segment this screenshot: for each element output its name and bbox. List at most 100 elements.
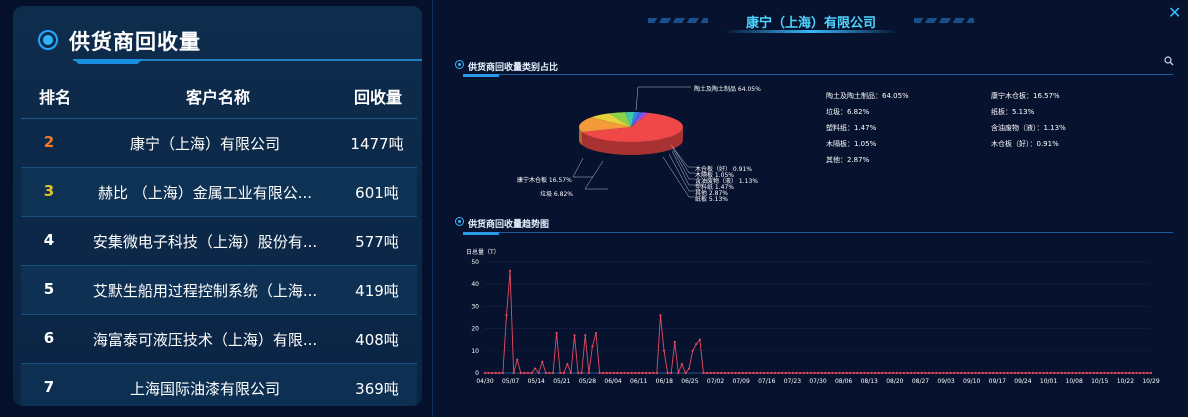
trend-data-point [766, 371, 769, 375]
table-row[interactable]: 6 海富泰可液压技术（上海）有限... 408吨 [21, 315, 417, 364]
trend-data-point [512, 371, 515, 375]
trend-data-point [1096, 371, 1099, 375]
trend-data-point [530, 371, 533, 375]
pie-slice[interactable] [631, 112, 649, 127]
pie-leader-line [672, 148, 695, 180]
trend-data-point [716, 371, 719, 375]
pie-leader-line [672, 146, 695, 174]
trend-data-point [684, 371, 687, 375]
trend-data-point [605, 371, 608, 375]
y-axis-label: 日总量（T） [466, 248, 500, 256]
pie-slice[interactable] [631, 112, 643, 127]
row-quantity: 419吨 [355, 282, 399, 300]
row-quantity: 601吨 [355, 184, 399, 202]
trend-data-point [723, 371, 727, 375]
x-tick-label: 07/23 [784, 378, 801, 385]
trend-data-point [1074, 371, 1077, 375]
trend-data-point [813, 371, 816, 375]
row-quantity: 369吨 [355, 380, 399, 398]
trend-data-point [648, 371, 651, 375]
trend-data-point [709, 371, 712, 375]
x-tick-label: 06/25 [681, 378, 698, 385]
pie-label-s1: 木仓板（好） 0.91% [695, 166, 752, 173]
trend-data-point [691, 349, 694, 352]
trend-data-point [841, 371, 845, 375]
table-row[interactable]: 3 赫比 （上海）金属工业有限公... 601吨 [21, 168, 417, 217]
trend-data-point [970, 371, 974, 375]
pie-slice[interactable] [631, 112, 640, 127]
y-tick-label: 40 [471, 281, 479, 288]
trend-data-point [770, 371, 773, 375]
trend-data-point [809, 371, 812, 375]
trend-data-point [537, 371, 540, 375]
trend-data-point [985, 371, 988, 375]
trend-data-point [548, 371, 551, 375]
x-tick-label: 06/04 [604, 378, 621, 385]
x-tick-label: 05/14 [528, 378, 545, 385]
trend-data-point [798, 371, 802, 375]
trend-data-point [1035, 371, 1038, 375]
x-tick-label: 10/22 [1117, 378, 1134, 385]
pie-slice[interactable] [631, 112, 647, 127]
trend-data-point [734, 371, 737, 375]
table-row[interactable]: 4 安集微电子科技（上海）股份有... 577吨 [21, 217, 417, 266]
trend-data-point [938, 371, 941, 375]
trend-data-point [666, 371, 669, 375]
trend-series-line [485, 270, 1151, 374]
trend-data-point [1053, 371, 1056, 375]
trend-data-point [1139, 371, 1142, 375]
trend-data-point [752, 371, 755, 375]
table-row[interactable]: 5 艾默生船用过程控制系统（上海... 419吨 [21, 266, 417, 315]
trend-data-point [1081, 371, 1085, 375]
trend-data-point [698, 338, 701, 341]
trend-data-point [670, 371, 673, 375]
trend-data-point [1056, 371, 1060, 375]
trend-data-point [1092, 371, 1095, 375]
trend-data-point [505, 314, 508, 317]
pie-slice[interactable] [579, 117, 631, 132]
pie-slice[interactable] [624, 112, 635, 127]
pie-slice[interactable] [581, 112, 683, 142]
trend-data-point [759, 371, 762, 375]
legend-item: 其他：2.87% [826, 156, 870, 164]
trend-data-point [995, 371, 999, 375]
close-icon[interactable]: ✕ [1168, 3, 1182, 22]
trend-data-point [1089, 371, 1092, 375]
trend-data-point [616, 371, 619, 375]
trend-data-point [895, 371, 898, 375]
panel-title: 供货商回收量 [69, 30, 201, 54]
trend-data-point [1071, 371, 1074, 375]
trend-data-point [673, 340, 676, 344]
trend-data-point [992, 371, 995, 375]
row-customer-name: 赫比 （上海）金属工业有限公... [97, 184, 313, 202]
trend-data-point [602, 371, 605, 375]
trend-data-point [788, 371, 791, 375]
trend-data-point [1003, 371, 1006, 375]
header-customer-name: 客户名称 [185, 88, 250, 107]
trend-data-point [619, 371, 623, 375]
trend-data-point [580, 371, 583, 375]
table-row[interactable]: 2 康宁（上海）有限公司 1477吨 [21, 119, 417, 168]
trend-data-point [526, 371, 530, 375]
table-row[interactable]: 7 上海国际油漆有限公司 369吨 [21, 364, 417, 406]
trend-data-point [888, 371, 891, 375]
x-tick-label: 05/07 [502, 378, 519, 385]
trend-data-point [609, 371, 612, 375]
title-decoration-right [914, 18, 974, 23]
row-quantity: 577吨 [355, 233, 399, 251]
trend-data-point [1049, 371, 1052, 375]
trend-data-point [748, 371, 752, 375]
trend-data-point [559, 371, 562, 375]
trend-data-point [781, 371, 784, 375]
trend-data-point [920, 371, 923, 375]
search-icon[interactable] [1164, 56, 1174, 66]
pie-slice[interactable] [591, 113, 631, 127]
y-tick-label: 10 [471, 348, 479, 355]
trend-data-point [1006, 371, 1009, 375]
trend-data-point [945, 371, 949, 375]
trend-data-point [1042, 371, 1045, 375]
pie-slice[interactable] [608, 112, 631, 127]
trend-data-point [773, 371, 777, 375]
trend-data-point [884, 371, 888, 375]
legend-item: 木隔板：1.05% [826, 140, 877, 148]
